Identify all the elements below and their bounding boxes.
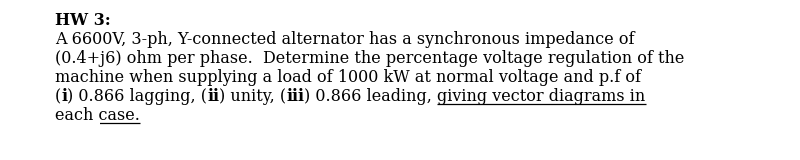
Text: (0.4+j6) ohm per phase.  Determine the percentage voltage regulation of the: (0.4+j6) ohm per phase. Determine the pe… [55,50,684,67]
Text: ii: ii [207,88,219,105]
Text: giving vector diagrams in: giving vector diagrams in [438,88,646,105]
Text: ) 0.866 lagging, (: ) 0.866 lagging, ( [67,88,207,105]
Text: i: i [62,88,67,105]
Text: iii: iii [286,88,304,105]
Text: machine when supplying a load of 1000 kW at normal voltage and p.f of: machine when supplying a load of 1000 kW… [55,69,641,86]
Text: A 6600V, 3-ph, Y-connected alternator has a synchronous impedance of: A 6600V, 3-ph, Y-connected alternator ha… [55,31,634,48]
Text: ) unity, (: ) unity, ( [219,88,286,105]
Text: (: ( [55,88,62,105]
Text: each case.: each case. [55,107,140,124]
Text: HW 3:: HW 3: [55,12,110,29]
Text: ) 0.866 leading,: ) 0.866 leading, [304,88,438,105]
